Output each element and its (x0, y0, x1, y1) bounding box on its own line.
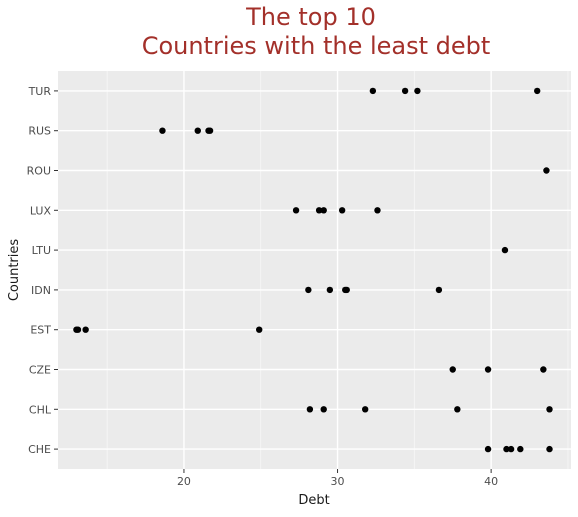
data-point-est (82, 326, 89, 333)
y-tick-label: ROU (27, 165, 51, 178)
data-point-rou (543, 167, 550, 174)
data-points (73, 87, 553, 453)
data-point-lux (315, 207, 323, 214)
y-axis-title: Countries (7, 239, 22, 302)
y-tick-label: LTU (32, 244, 51, 257)
data-point-lux (374, 207, 381, 214)
data-point-tur (369, 87, 377, 95)
y-tick-label: CHL (29, 403, 52, 416)
data-point-tur (401, 87, 409, 95)
data-point-chl (320, 406, 327, 413)
x-tick-label: 20 (177, 475, 191, 488)
y-tick-label: EST (30, 324, 51, 337)
data-point-chl (306, 406, 314, 413)
chart-title-line-2: Countries with the least debt (142, 32, 491, 60)
data-point-chl (361, 406, 369, 413)
data-point-lux (320, 207, 327, 214)
y-tick-label: CHE (28, 443, 51, 456)
data-point-idn (326, 286, 334, 294)
data-point-tur (414, 87, 421, 95)
data-point-cze (484, 366, 492, 373)
data-point-che (507, 445, 515, 453)
data-point-cze (449, 366, 456, 373)
data-point-lux (292, 207, 300, 214)
data-point-che (503, 445, 510, 453)
data-point-idn (305, 286, 312, 294)
chart-title-line-1: The top 10 (245, 3, 376, 31)
x-axis-ticks: 20 30 40 (177, 469, 498, 488)
y-axis-ticks: CHE CHL CZE EST IDN LTU LUX ROU RUS TUR (27, 85, 58, 456)
y-tick-label: CZE (29, 364, 51, 377)
plot-panel (58, 71, 571, 469)
data-point-lux (338, 207, 346, 214)
data-point-est (74, 326, 82, 333)
data-point-idn (343, 286, 350, 294)
data-point-cze (540, 366, 547, 373)
data-point-che (484, 445, 492, 453)
x-axis-title: Debt (298, 493, 329, 508)
data-point-che (517, 445, 524, 453)
data-point-chl (546, 406, 553, 413)
y-tick-label: RUS (28, 125, 51, 138)
data-point-rus (159, 127, 166, 134)
data-point-rus (194, 127, 201, 134)
x-tick-label: 30 (331, 475, 345, 488)
y-tick-label: TUR (28, 85, 52, 98)
data-point-ltu (501, 246, 509, 254)
data-point-idn (435, 286, 443, 294)
data-point-tur (534, 87, 541, 95)
data-point-chl (454, 406, 461, 413)
y-tick-label: LUX (30, 204, 52, 217)
y-tick-label: IDN (31, 284, 51, 297)
data-point-est (256, 326, 263, 333)
data-point-che (546, 445, 553, 453)
x-tick-label: 40 (484, 475, 498, 488)
data-point-rus (206, 127, 214, 134)
